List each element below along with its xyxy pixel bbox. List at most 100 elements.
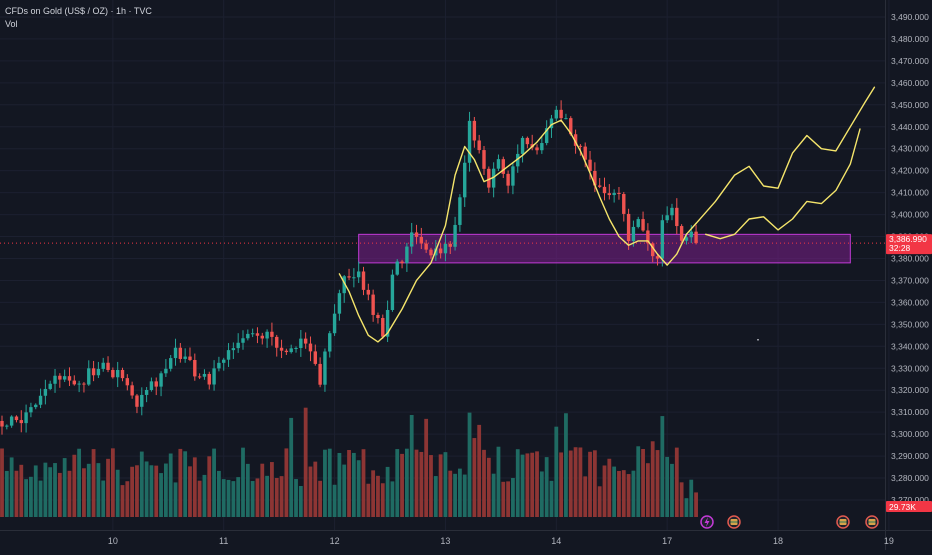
volume-bar [626,474,631,517]
candle-body [583,146,587,160]
volume-bar [82,468,86,517]
volume-bar [429,455,433,517]
y-tick-label: 3,280.000 [891,473,929,483]
candle-body [487,168,491,188]
volume-bar [351,452,356,517]
candle-layer [0,100,698,435]
candle-body [520,137,525,154]
candle-body [655,256,660,259]
volume-bar [511,477,515,517]
volume-bar [404,448,409,517]
forecast-path-upper [695,86,876,225]
volume-bar [559,452,564,517]
y-tick-label: 3,330.000 [891,363,929,373]
volume-bar [231,481,236,517]
candle-body [323,351,327,385]
candle-body [482,150,486,169]
volume-bar [260,463,265,517]
candle-body [347,276,351,278]
candle-body [679,226,684,241]
candle-body [241,338,245,343]
volume-bar [115,469,120,517]
candle-body [313,351,317,364]
volume-bar [607,458,612,517]
volume-bar [265,475,269,517]
volume-bar [694,492,698,517]
volume-bar [53,463,57,517]
candle-body [496,159,501,169]
volume-bar [279,476,284,517]
event-markers[interactable] [700,515,879,529]
candle-body [82,383,86,385]
candle-body [332,313,337,334]
volume-bar [4,470,9,517]
volume-bar [689,479,694,517]
candle-body [279,347,284,351]
candle-body [328,333,332,352]
volume-bar [125,481,130,517]
candle-body [260,335,264,339]
candle-body [443,243,448,254]
volume-bar [617,470,621,517]
volume-bar [197,480,202,517]
price-tag-value: 3,386.990 [889,234,927,244]
volume-bar [419,451,424,517]
volume-bar [274,477,279,517]
volume-bar [120,485,125,517]
symbol-title: CFDs on Gold (US$ / OZ) · 1h · TVC [5,6,152,16]
candle-body [569,118,573,135]
volume-bar [506,481,510,517]
volume-bar [332,484,337,517]
candle-body [660,220,665,259]
volume-bar [86,463,91,517]
x-tick-label: 10 [108,536,118,546]
candle-body [207,373,211,385]
volume-bar [376,475,380,517]
y-tick-label: 3,300.000 [891,429,929,439]
candle-body [559,109,563,119]
candle-body [622,194,626,214]
candle-body [626,213,631,242]
candle-body [183,356,187,359]
volume-bar [236,477,241,517]
y-tick-label: 3,490.000 [891,12,929,22]
volume-bar [592,450,597,517]
candle-body [593,170,597,186]
volume-bar [549,480,554,517]
candle-body [14,416,19,421]
candle-body [169,358,173,369]
candle-body [34,404,38,408]
y-tick-label: 3,410.000 [891,188,929,198]
volume-bar [612,466,617,517]
candle-body [53,375,57,384]
volume-bar [621,470,626,517]
volume-bar [217,470,221,517]
volume-bar [101,480,106,517]
candle-body [289,348,293,353]
volume-bar [255,478,260,517]
candle-body [631,226,636,242]
volume-bar [554,426,559,517]
volume-bar [308,466,313,517]
candle-body [366,289,371,295]
volume-bar [535,451,539,517]
candle-body [202,373,207,377]
volume-bar [588,451,592,517]
candle-body [641,219,645,231]
candle-body [197,376,202,378]
candle-body [212,368,216,385]
volume-bar [650,441,655,517]
candle-body [19,420,23,424]
drawing-layer [0,86,885,343]
candle-body [535,147,539,151]
volume-bar [578,447,583,517]
candle-body [511,166,515,186]
y-tick-label: 3,380.000 [891,253,929,263]
candle-body [371,294,375,315]
volume-bar [486,457,491,517]
y-tick-label: 3,420.000 [891,166,929,176]
candle-body [38,395,43,405]
candle-body [48,383,52,389]
